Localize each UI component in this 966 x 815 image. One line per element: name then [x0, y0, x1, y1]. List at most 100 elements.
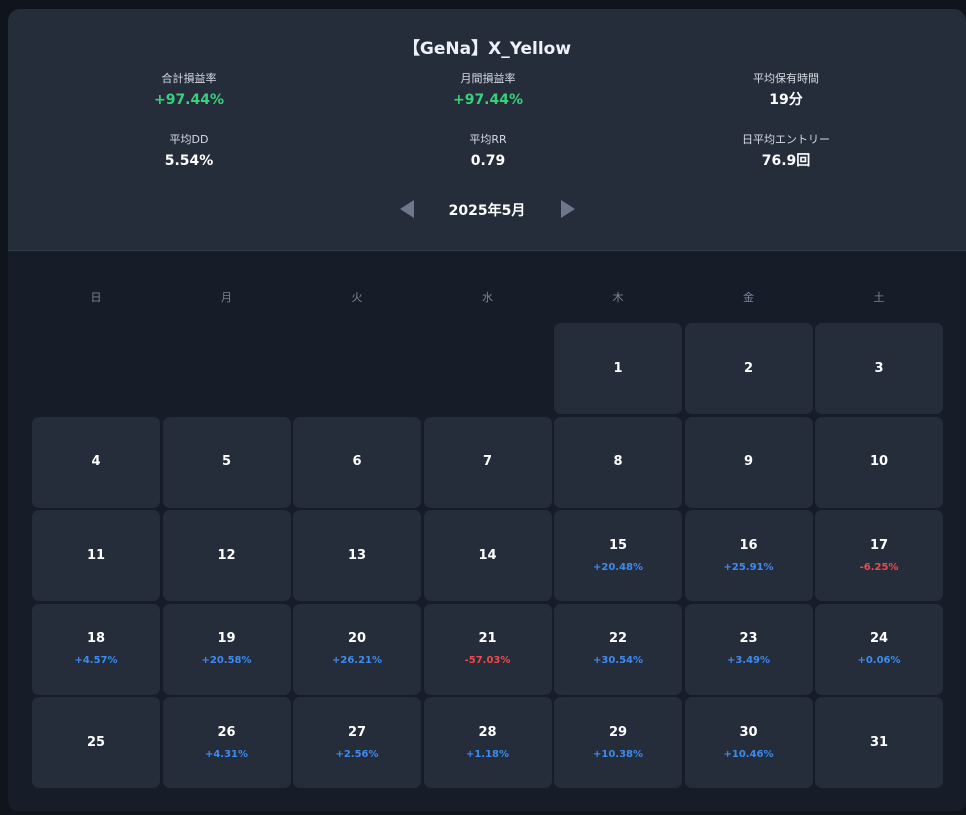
day-number: 17 [869, 537, 889, 553]
day-number: 18 [86, 631, 106, 646]
day-pnl: +3.49% [726, 655, 771, 666]
weekday-label: 月 [221, 291, 232, 304]
calendar-day-cell[interactable]: 8 [554, 416, 682, 508]
calendar-day-cell[interactable]: 4 [32, 416, 160, 508]
day-pnl: +10.38% [592, 748, 644, 760]
calendar-day-cell[interactable]: 19 +20.58% [162, 603, 291, 695]
calendar-day-cell[interactable]: 3 [815, 323, 943, 414]
calendar-day-cell[interactable]: 30 +10.46% [684, 697, 813, 788]
day-content: 23 +3.49% [685, 604, 813, 695]
day-content: 26 +4.31% [163, 697, 291, 788]
calendar-blank-cell [163, 323, 291, 414]
triangle-right-icon [561, 200, 575, 218]
day-content: 24 +0.06% [815, 604, 943, 695]
stat-value: 0.79 [470, 153, 506, 169]
prev-month-button[interactable] [398, 199, 418, 219]
day-content: 2 [685, 323, 813, 414]
calendar-blank-cell [424, 323, 552, 414]
day-number: 14 [478, 547, 497, 563]
stat-value: 76.9回 [761, 153, 811, 169]
calendar-day-cell[interactable]: 12 [162, 510, 291, 601]
page-title: 【GeNa】X_Yellow [402, 39, 572, 59]
day-number: 21 [478, 631, 497, 646]
day-content: 7 [424, 417, 552, 508]
day-content: 10 [815, 417, 943, 508]
calendar-panel: 【GeNa】X_Yellow 合計損益率 +97.44% 月間損益率 +97.4… [8, 9, 966, 811]
day-number: 30 [739, 724, 758, 740]
calendar-day-cell[interactable]: 21 -57.03% [423, 603, 552, 695]
day-pnl: +25.91% [723, 561, 774, 573]
day-content: 29 +10.38% [554, 697, 682, 788]
calendar-day-cell[interactable]: 16 +25.91% [684, 510, 813, 601]
day-content: 13 [293, 510, 421, 601]
day-pnl: -6.25% [859, 561, 899, 573]
current-month-label: 2025年5月 [448, 203, 526, 219]
calendar-day-cell[interactable]: 13 [293, 510, 421, 601]
next-month-button[interactable] [558, 199, 578, 219]
day-content: 21 -57.03% [424, 604, 552, 695]
day-pnl: +2.56% [335, 748, 379, 760]
day-pnl: +20.48% [592, 561, 644, 573]
calendar-day-cell[interactable]: 10 [815, 416, 943, 508]
day-content: 22 +30.54% [554, 604, 682, 695]
day-content: 19 +20.58% [163, 604, 291, 695]
day-number: 6 [352, 454, 362, 469]
calendar-day-cell[interactable]: 23 +3.49% [684, 603, 813, 695]
calendar-day-cell[interactable]: 2 [684, 323, 813, 414]
day-content: 12 [163, 510, 291, 601]
calendar-day-cell[interactable]: 29 +10.38% [554, 697, 682, 788]
calendar-day-cell[interactable]: 27 +2.56% [293, 697, 421, 788]
calendar-day-cell[interactable]: 1 [554, 323, 682, 414]
day-content: 1 [554, 323, 682, 414]
calendar-day-cell[interactable]: 25 [32, 697, 160, 788]
calendar-day-cell[interactable]: 18 +4.57% [32, 603, 160, 695]
day-pnl: +20.58% [201, 655, 252, 666]
stat-total-pnl: 合計損益率 +97.44% [39, 71, 339, 109]
stat-label: 日平均エントリー [742, 133, 830, 146]
day-number: 8 [613, 454, 623, 469]
calendar-blank-cell [293, 323, 421, 414]
day-number: 19 [217, 631, 236, 646]
month-navigation: 2025年5月 [8, 199, 966, 221]
day-number: 29 [608, 724, 628, 740]
day-number: 5 [221, 454, 232, 469]
calendar-day-cell[interactable]: 31 [815, 697, 943, 788]
day-pnl: +0.06% [857, 655, 901, 666]
weekday-header: 日月火水木金土 [32, 289, 944, 305]
stat-monthly-pnl: 月間損益率 +97.44% [338, 71, 638, 109]
weekday-label: 日 [90, 291, 102, 304]
calendar-day-cell[interactable]: 7 [423, 416, 552, 508]
day-content: 25 [32, 697, 160, 788]
day-number: 16 [739, 537, 758, 553]
day-number: 2 [743, 360, 754, 376]
stat-label: 平均DD [169, 133, 209, 146]
day-content: 5 [163, 417, 291, 508]
calendar-day-cell[interactable]: 15 +20.48% [554, 510, 682, 601]
calendar-day-cell[interactable]: 5 [162, 416, 291, 508]
calendar-blank-cell [32, 323, 160, 414]
calendar-day-cell[interactable]: 14 [423, 510, 552, 601]
day-pnl: +30.54% [592, 655, 644, 666]
calendar-day-cell[interactable]: 28 +1.18% [423, 697, 552, 788]
weekday-label: 火 [351, 291, 363, 304]
calendar-day-cell[interactable]: 6 [293, 416, 421, 508]
calendar-day-cell[interactable]: 22 +30.54% [554, 603, 682, 695]
weekday-label: 土 [873, 291, 885, 304]
weekday-label: 木 [612, 291, 624, 304]
day-pnl: +26.21% [331, 655, 383, 666]
day-number: 7 [482, 454, 493, 469]
day-content: 11 [32, 510, 160, 601]
stat-label: 合計損益率 [161, 72, 217, 85]
calendar-day-cell[interactable]: 9 [684, 416, 813, 508]
calendar-day-cell[interactable]: 20 +26.21% [293, 603, 421, 695]
calendar-day-cell[interactable]: 11 [32, 510, 160, 601]
day-content: 9 [685, 417, 813, 508]
day-number: 3 [874, 360, 884, 376]
day-content: 14 [424, 510, 552, 601]
calendar-day-cell[interactable]: 26 +4.31% [162, 697, 291, 788]
day-content: 8 [554, 417, 682, 508]
day-number: 31 [869, 734, 889, 750]
calendar-day-cell[interactable]: 17 -6.25% [815, 510, 943, 601]
day-number: 26 [217, 724, 236, 740]
calendar-day-cell[interactable]: 24 +0.06% [815, 603, 943, 695]
